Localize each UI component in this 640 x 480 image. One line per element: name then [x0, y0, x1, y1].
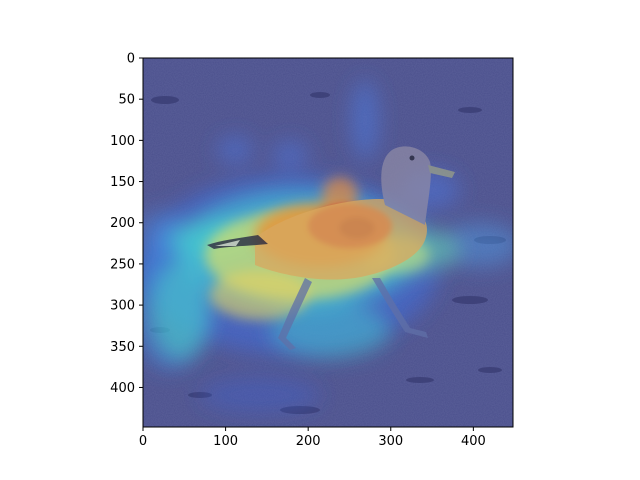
- x-axis: 0 100 200 300 400: [139, 427, 486, 449]
- x-tick-label: 400: [461, 434, 486, 449]
- y-tick-label: 0: [127, 52, 135, 67]
- seagull-body: [255, 199, 427, 280]
- seagull-right-leg: [372, 278, 428, 338]
- x-tick-label: 100: [213, 434, 238, 449]
- x-tick-label: 300: [378, 434, 403, 449]
- y-tick-label: 50: [118, 93, 135, 108]
- seagull-eye: [409, 155, 415, 161]
- y-tick-label: 150: [110, 175, 135, 190]
- y-tick-label: 100: [110, 134, 135, 149]
- y-tick-label: 200: [110, 216, 135, 231]
- y-tick-label: 400: [110, 381, 135, 396]
- x-tick-label: 200: [296, 434, 321, 449]
- y-tick-label: 300: [110, 299, 135, 314]
- y-axis: 0 50 100 150 200 250 300 350 400: [110, 52, 143, 396]
- axes-frame: [142, 57, 514, 428]
- heatmap-image: [143, 58, 513, 427]
- seagull-beak: [428, 165, 455, 178]
- y-tick-label: 350: [110, 340, 135, 355]
- seagull-left-leg: [278, 278, 312, 350]
- y-tick-label: 250: [110, 257, 135, 272]
- seagull-head: [381, 146, 431, 225]
- seagull: [207, 146, 455, 350]
- x-tick-label: 0: [139, 434, 147, 449]
